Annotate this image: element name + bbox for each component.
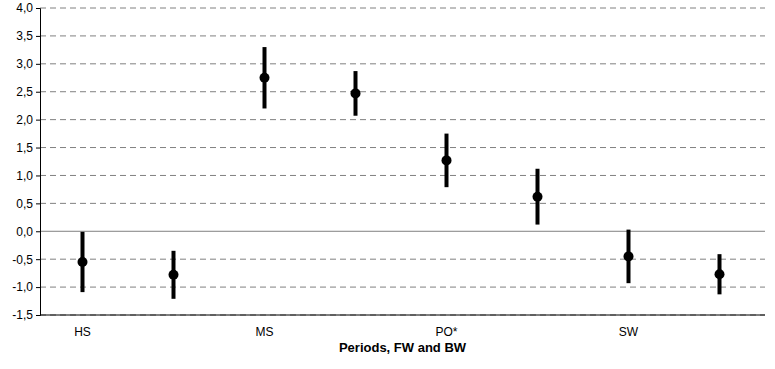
- y-tick-label: 0,0: [16, 225, 33, 239]
- grid: [40, 8, 765, 315]
- x-axis: HS MS PO* SW: [40, 315, 765, 339]
- x-tick: HS: [74, 315, 91, 339]
- y-tick: -0,5: [12, 253, 40, 267]
- y-tick: -1,5: [12, 308, 40, 322]
- point: [169, 270, 179, 280]
- y-tick-mark: [36, 8, 40, 9]
- grid-line: [40, 91, 765, 92]
- grid-line: [40, 119, 765, 120]
- y-tick: 2,5: [16, 85, 40, 99]
- zero-line: [40, 231, 765, 232]
- y-tick-mark: [36, 175, 40, 176]
- y-tick-label: 4,0: [16, 1, 33, 15]
- grid-line: [40, 203, 765, 204]
- grid-line: [40, 8, 765, 9]
- grid-line: [40, 147, 765, 148]
- point: [260, 73, 270, 83]
- grid-line: [40, 175, 765, 176]
- x-tick-label: MS: [256, 325, 274, 339]
- y-tick: 2,0: [16, 113, 40, 127]
- point: [351, 88, 361, 98]
- y-tick: 1,0: [16, 169, 40, 183]
- y-tick-label: -0,5: [12, 253, 33, 267]
- y-tick-mark: [36, 36, 40, 37]
- y-tick-label: 2,5: [16, 85, 33, 99]
- y-tick: 3,5: [16, 29, 40, 43]
- y-tick: -1,0: [12, 280, 40, 294]
- y-tick-mark: [36, 231, 40, 232]
- x-tick: PO*: [435, 315, 457, 339]
- y-tick-label: 3,5: [16, 29, 33, 43]
- y-tick-label: -1,5: [12, 308, 33, 322]
- y-tick: 0,0: [16, 225, 40, 239]
- y-tick-mark: [36, 315, 40, 316]
- y-tick-label: 1,0: [16, 169, 33, 183]
- point: [442, 155, 452, 165]
- y-tick-label: 2,0: [16, 113, 33, 127]
- point: [78, 257, 88, 267]
- x-tick-label: HS: [74, 325, 91, 339]
- grid-line: [40, 315, 765, 316]
- y-tick-mark: [36, 64, 40, 65]
- y-tick-label: 1,5: [16, 141, 33, 155]
- y-tick: 4,0: [16, 1, 40, 15]
- x-tick: SW: [619, 315, 639, 339]
- y-tick-mark: [36, 92, 40, 93]
- x-axis-title: Periods, FW and BW: [339, 340, 467, 355]
- y-axis-line: [36, 9, 41, 316]
- x-tick-label: PO*: [435, 325, 457, 339]
- point: [624, 251, 634, 261]
- x-tick-label: SW: [619, 325, 639, 339]
- grid-line: [40, 287, 765, 288]
- y-tick: 0,5: [16, 197, 40, 211]
- y-tick-label: -1,0: [12, 280, 33, 294]
- x-tick: MS: [256, 315, 274, 339]
- y-axis: -1,5 -1,0 -0,5 0,0 0,5 1,0 1,5 2,0 2,5 3,0 3,5 4,0: [12, 1, 40, 322]
- y-tick: 1,5: [16, 141, 40, 155]
- point: [715, 269, 725, 279]
- y-tick-mark: [36, 203, 40, 204]
- y-tick-mark: [36, 120, 40, 121]
- y-tick-mark: [36, 259, 40, 260]
- marks: [78, 47, 725, 299]
- y-tick-mark: [36, 148, 40, 149]
- x-axis-line: [40, 315, 765, 316]
- point: [533, 192, 543, 202]
- grid-line: [40, 259, 765, 260]
- y-tick-label: 3,0: [16, 57, 33, 71]
- y-tick-label: 0,5: [16, 197, 33, 211]
- grid-line: [40, 35, 765, 36]
- chart: -1,5 -1,0 -0,5 0,0 0,5 1,0 1,5 2,0 2,5 3,0 3,5 4,0 H…: [0, 0, 775, 369]
- y-tick: 3,0: [16, 57, 40, 71]
- grid-line: [40, 63, 765, 64]
- y-tick-mark: [36, 287, 40, 288]
